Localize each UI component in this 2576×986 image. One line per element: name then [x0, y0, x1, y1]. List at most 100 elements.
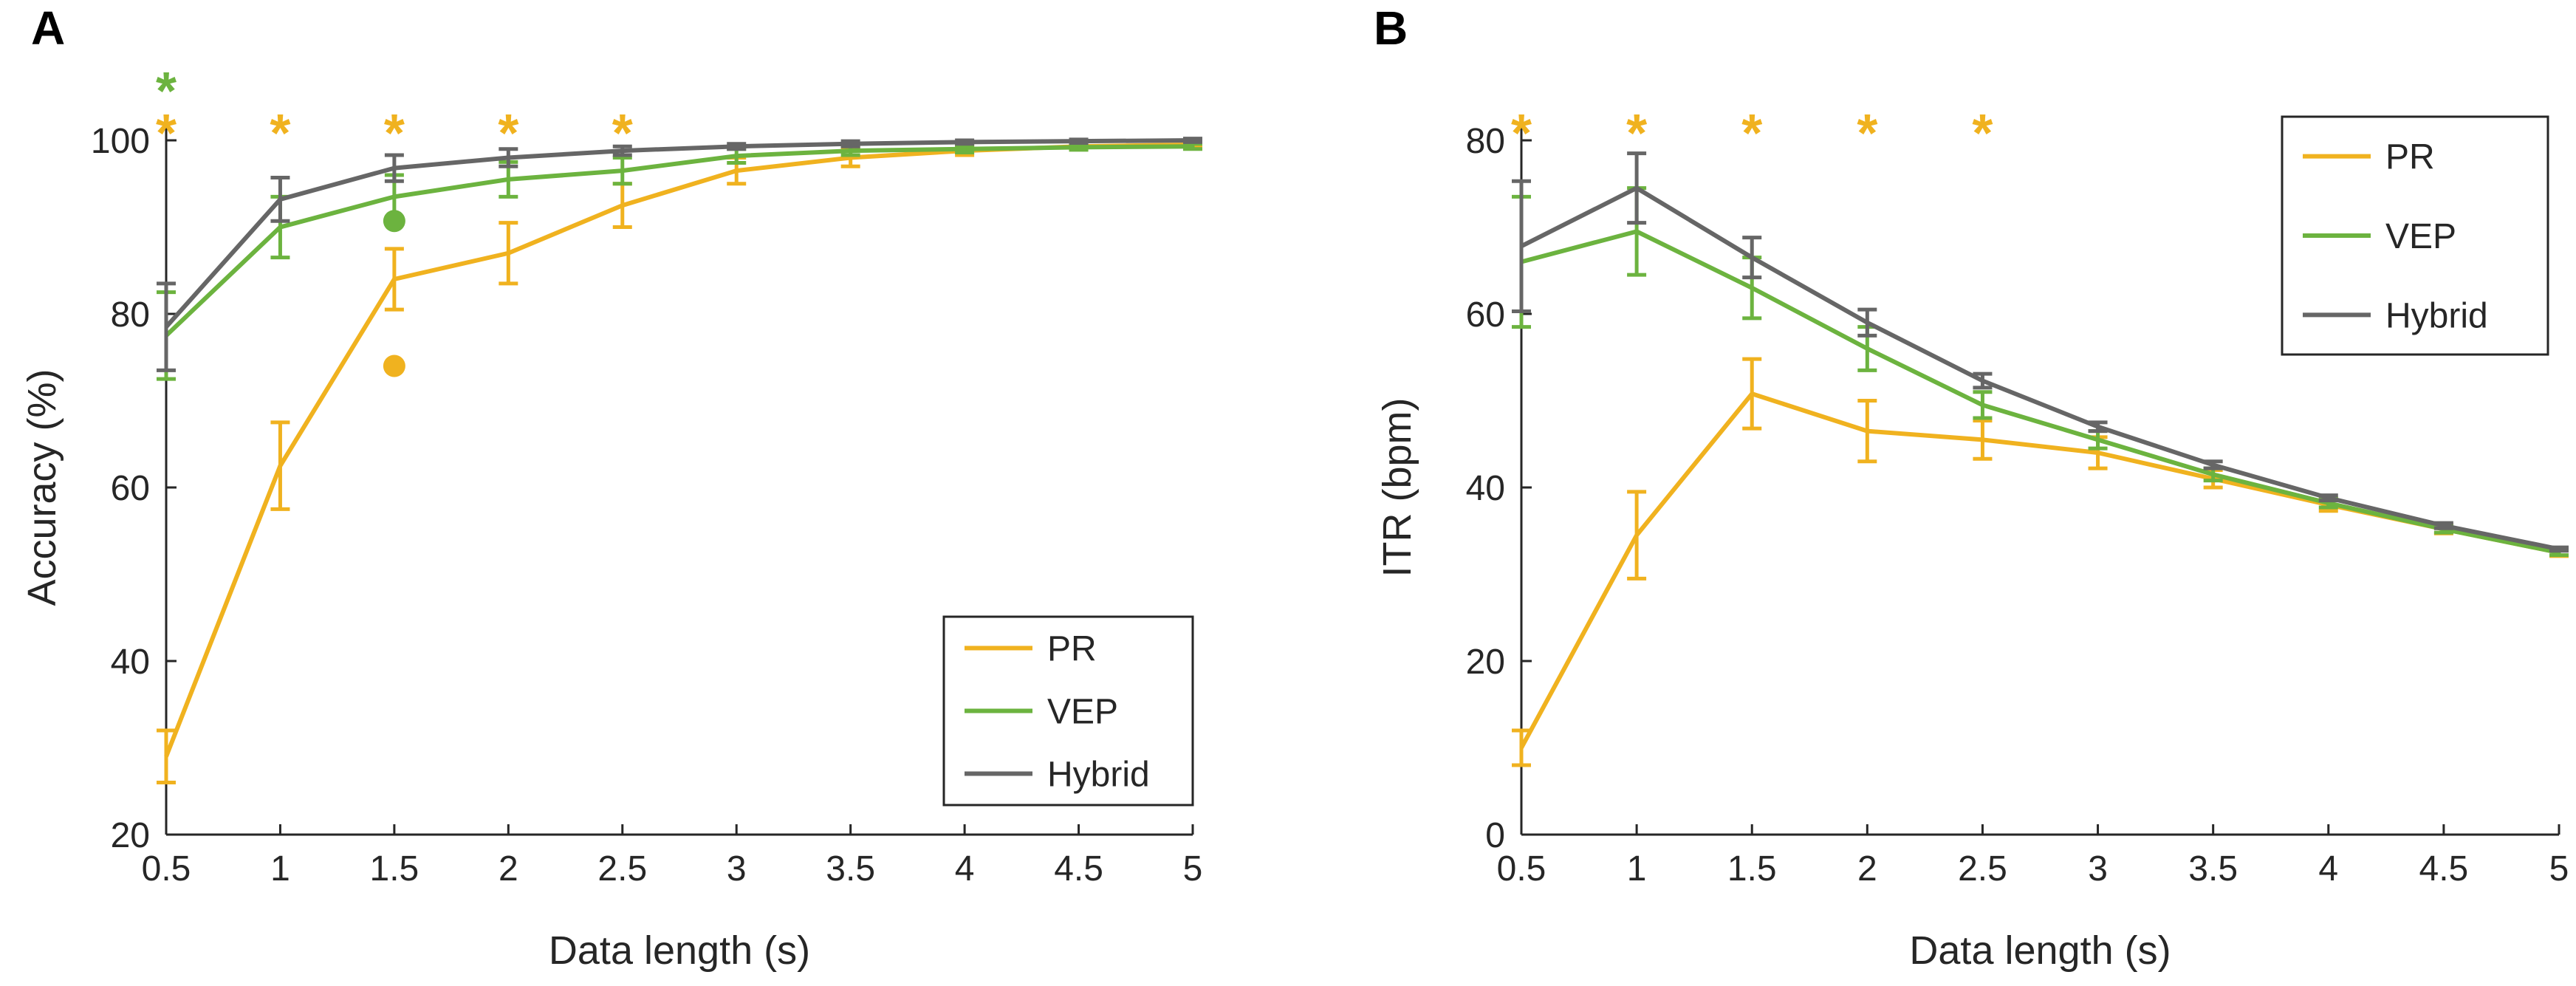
y-tick-label: 0: [1485, 816, 1505, 855]
series-line-vep: [1521, 229, 2560, 555]
marker-dot-pr: [383, 355, 405, 377]
x-tick-label: 0.5: [142, 849, 191, 889]
error-bar: [1627, 490, 1647, 581]
legend: PR VEP Hybrid: [942, 615, 1194, 807]
y-tick-label: 60: [1466, 295, 1505, 335]
error-bar: [384, 247, 404, 312]
y-tick-label: 80: [1466, 122, 1505, 161]
error-bar: [1973, 419, 1993, 461]
x-tick-label: 3.5: [826, 849, 875, 889]
error-bar: [1512, 179, 1531, 313]
x-tick-label: 2.5: [1958, 849, 2007, 889]
error-bar: [727, 142, 747, 151]
error-bar: [157, 728, 176, 784]
x-tick-label: 2: [499, 849, 518, 889]
error-bar: [1742, 236, 1762, 280]
error-bar: [157, 281, 176, 372]
error-bar: [2318, 493, 2338, 503]
series-line-vep: [164, 144, 1193, 338]
significance-asterisk: *: [156, 62, 177, 121]
panel-label: B: [1374, 1, 1408, 55]
error-bar: [384, 153, 404, 183]
legend-label-pr: PR: [2385, 138, 2435, 177]
x-tick-label: 3.5: [2188, 849, 2238, 889]
error-bar: [2433, 521, 2453, 530]
y-tick-label: 60: [111, 469, 150, 508]
x-tick-label: 3: [727, 849, 747, 889]
significance-asterisk: *: [1626, 104, 1647, 163]
legend-label-vep: VEP: [2385, 217, 2456, 256]
legend-label-pr: PR: [1047, 630, 1097, 669]
x-tick-label: 5: [2549, 849, 2569, 889]
error-bar: [612, 156, 632, 186]
error-bar: [1973, 372, 1993, 390]
error-bar: [2088, 420, 2108, 434]
x-tick-label: 2: [1857, 849, 1877, 889]
x-tick-label: 1: [270, 849, 290, 889]
x-tick-label: 4.5: [1054, 849, 1103, 889]
series-vep: [157, 142, 1202, 381]
series-hybrid: [157, 137, 1202, 372]
x-axis-label: Data length (s): [549, 928, 810, 973]
significance-asterisk: *: [1972, 104, 1993, 163]
legend-label-hybrid: Hybrid: [2385, 296, 2488, 335]
series-line-hybrid: [164, 138, 1193, 329]
error-bar: [499, 147, 518, 168]
legend: PR VEP Hybrid: [2281, 115, 2549, 356]
x-axis-label: Data length (s): [1909, 928, 2171, 973]
x-tick-label: 4: [955, 849, 975, 889]
legend-label-vep: VEP: [1047, 693, 1118, 732]
error-bar: [1183, 137, 1202, 144]
error-bar: [955, 138, 975, 146]
error-bar: [1069, 137, 1089, 145]
significance-asterisk: *: [1511, 104, 1532, 163]
series-line-hybrid: [1520, 185, 2560, 552]
error-bar: [270, 176, 290, 223]
panel-a: A 0.5 1 1.5 2 2.5 3 3.5 4 4.5 5 20 40 60 80 100 Data len…: [20, 1, 1202, 973]
x-tick-label: 4.5: [2419, 849, 2469, 889]
panel-b: B 0.5 1 1.5 2 2.5 3 3.5 4 4.5 5 0 20 40 60 80 Data lengt…: [1374, 1, 2569, 973]
panel-label: A: [31, 1, 65, 55]
error-bar: [2203, 459, 2223, 470]
x-tick-label: 1.5: [370, 849, 419, 889]
x-tick-label: 2.5: [597, 849, 647, 889]
x-tick-label: 1: [1627, 849, 1647, 889]
significance-asterisk: *: [384, 104, 405, 163]
y-tick-label: 80: [111, 295, 150, 335]
y-tick-label: 20: [111, 816, 150, 855]
legend-label-hybrid: Hybrid: [1047, 756, 1150, 795]
error-bar: [1627, 151, 1647, 225]
error-bar: [2549, 545, 2569, 553]
y-tick-label: 40: [111, 643, 150, 682]
error-bar: [1512, 728, 1531, 767]
error-bar: [840, 139, 860, 148]
y-axis-label: ITR (bpm): [1375, 398, 1419, 578]
error-bar: [1973, 390, 1993, 420]
y-tick-label: 40: [1466, 469, 1505, 508]
series-line-pr: [1519, 391, 2560, 749]
significance-asterisk: *: [612, 104, 633, 163]
x-tick-label: 5: [1183, 849, 1203, 889]
significance-asterisk: *: [498, 104, 518, 163]
x-tick-label: 0.5: [1497, 849, 1546, 889]
x-tick-label: 1.5: [1727, 849, 1777, 889]
significance-asterisk: *: [156, 104, 177, 163]
error-bar: [612, 144, 632, 157]
series-pr: [1512, 357, 2569, 767]
error-bar: [270, 420, 290, 511]
significance-asterisk: *: [270, 104, 290, 163]
y-tick-label: 100: [91, 122, 150, 161]
significance-asterisk: *: [1741, 104, 1762, 163]
marker-dot-vep: [383, 210, 405, 233]
error-bar: [1857, 307, 1877, 338]
y-axis-label: Accuracy (%): [20, 369, 64, 606]
x-tick-label: 4: [2318, 849, 2338, 889]
y-tick-label: 20: [1466, 643, 1505, 682]
significance-asterisk: *: [1857, 104, 1877, 163]
error-bar: [1857, 399, 1877, 464]
error-bar: [499, 221, 518, 286]
error-bar: [1742, 357, 1762, 431]
x-tick-label: 3: [2088, 849, 2108, 889]
series-hybrid: [1512, 151, 2569, 553]
